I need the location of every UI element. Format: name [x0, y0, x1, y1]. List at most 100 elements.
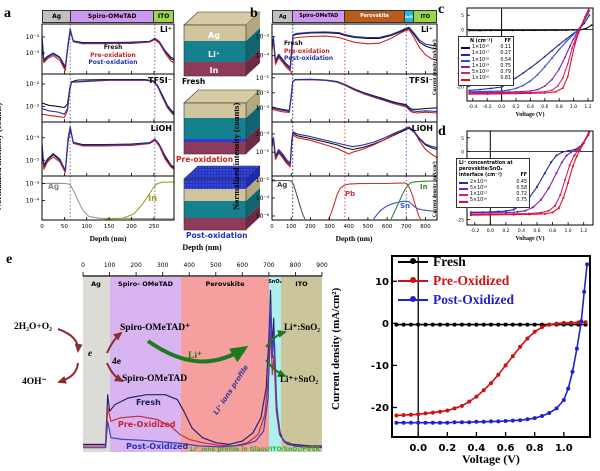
- legend-pre-oxidized: Pre-Oxidized: [433, 272, 510, 288]
- legend-conc: 1×10¹⁷: [470, 192, 488, 198]
- svg-text:10⁻³: 10⁻³: [256, 34, 270, 41]
- legend-ff: 0.75: [500, 63, 511, 69]
- sno2-band-label: SnO₂: [268, 279, 282, 285]
- spiro-text: Spiro-OMeTAD: [122, 374, 188, 384]
- panel-a-tfsi-label: TFSI⁻: [148, 76, 172, 85]
- svg-text:0.8: 0.8: [556, 104, 563, 110]
- panel-c-xlabel: Voltage (V): [515, 112, 545, 118]
- series-swatch: [461, 72, 470, 75]
- post-oxidation-device-schematic: [183, 165, 261, 231]
- svg-text:1.2: 1.2: [584, 104, 591, 110]
- panel-d-ylabel: Current density (mA/cm²): [433, 161, 438, 217]
- svg-text:0.4: 0.4: [468, 443, 486, 454]
- series-swatch: [461, 53, 470, 56]
- panel-b-layer-bar: Ag Spiro-OMeTAD Perovskite SnO₂ ITO: [272, 10, 437, 23]
- pre-oxidized-line-glyph: [398, 277, 428, 283]
- panel-a-in-label: In: [148, 194, 158, 204]
- legend-conc: 5×10¹⁶: [470, 198, 488, 204]
- panel-a-li-label: Li⁺: [159, 25, 172, 34]
- panel-b-label: b: [250, 6, 258, 21]
- svg-text:10⁻²: 10⁻²: [256, 177, 270, 184]
- svg-text:10⁻³: 10⁻³: [26, 103, 40, 110]
- svg-text:1.0: 1.0: [555, 443, 573, 454]
- panel-e-label: e: [6, 252, 13, 267]
- series-swatch: [461, 66, 470, 69]
- legend-header-ff: FF: [520, 173, 527, 179]
- legend-pre-oxidation: Pre-oxidation: [90, 51, 136, 59]
- svg-text:0: 0: [270, 224, 274, 230]
- layer-perovskite-bar: Perovskite: [344, 11, 406, 22]
- svg-text:10⁻⁵: 10⁻⁵: [26, 157, 40, 164]
- svg-text:0.0: 0.0: [409, 443, 427, 454]
- svg-text:500: 500: [210, 262, 222, 269]
- ito-band-label: ITO: [295, 280, 308, 288]
- series-swatch: [461, 78, 470, 81]
- svg-text:-20: -20: [457, 85, 464, 91]
- fresh-device-schematic: Ag Li⁺ In: [183, 11, 261, 77]
- svg-text:10⁻³: 10⁻³: [26, 34, 40, 41]
- layer-sno2-bar: SnO₂: [405, 11, 415, 22]
- svg-text:10⁻⁴: 10⁻⁴: [256, 195, 270, 202]
- perovskite-layer-band: [181, 277, 269, 452]
- cube-ag-label: Ag: [208, 31, 220, 40]
- svg-text:10⁻²: 10⁻²: [256, 90, 270, 97]
- series-swatch: [459, 181, 468, 184]
- svg-text:10⁻⁴: 10⁻⁴: [26, 135, 40, 142]
- panel-b-xlabel: Depth (nm): [335, 234, 373, 243]
- legend-title-1: Li⁺ concentration at: [459, 161, 513, 166]
- svg-text:1.0: 1.0: [565, 228, 572, 234]
- panel-b-sn-label: Sn: [400, 202, 411, 210]
- post-oxidized-profile-label: Post-Oxidized: [126, 442, 189, 451]
- svg-text:-0.2: -0.2: [483, 104, 492, 110]
- svg-text:700: 700: [263, 262, 275, 269]
- legend-ff: 0.72: [516, 192, 527, 198]
- layer-ito-bar: ITO: [414, 11, 437, 22]
- pre-oxidation-cube-caption: Pre-oxidation: [176, 155, 234, 164]
- svg-text:200: 200: [126, 224, 137, 230]
- panel-a-li-plot: 10⁻³ 10⁻⁴: [26, 23, 175, 75]
- li-plus-sno2-text: Li⁺+SnO₂: [280, 374, 319, 384]
- panel-a-layer-bar: Ag Spiro-OMeTAD ITO: [42, 10, 174, 23]
- pre-oxidation-device-schematic: [183, 89, 261, 155]
- panel-a-ag-label: Ag: [48, 182, 60, 191]
- fresh-cube-caption: Fresh: [182, 77, 206, 86]
- svg-text:200: 200: [130, 262, 142, 269]
- spiro-band-label: Spiro- OMeTAD: [118, 280, 173, 288]
- panel-c-ylabel: Current density (mA/cm²): [433, 39, 438, 95]
- svg-text:5: 5: [461, 13, 464, 19]
- svg-text:0: 0: [81, 262, 85, 269]
- hydroxide-text: 4OH⁻: [22, 377, 47, 387]
- panel-b-lioh-plot: 10⁻⁴ 10⁻⁵: [256, 121, 438, 177]
- legend-conc: 5×10¹⁸: [470, 185, 488, 191]
- panel-e-depth-axis: 0 100 200 300 400 500 600 700 800 900: [81, 262, 328, 277]
- legend-conc: 2×10¹⁹: [470, 179, 488, 185]
- panel-c-jv-plot: -0.4-0.20.00.20.40.60.81.01.250-5-10-15-…: [457, 7, 594, 110]
- svg-text:0.0: 0.0: [487, 228, 494, 234]
- legend-title-2: perovskite/SnO₂: [459, 167, 503, 173]
- fresh-line-glyph: [398, 258, 428, 264]
- panel-e-caption: Li⁺ ions profile in Glass/ITO/SnO₂/PVSK: [190, 446, 321, 453]
- panel-b-ag-label: Ag: [277, 181, 288, 189]
- legend-title-3: interface (cm⁻³): [459, 173, 502, 179]
- panel-b-tfsi-plot: 10⁻¹ 10⁻² 10⁻³: [256, 73, 438, 123]
- series-swatch: [459, 200, 468, 203]
- legend-post-oxidation: Post-oxidation: [88, 59, 138, 66]
- svg-text:0.2: 0.2: [512, 104, 519, 110]
- perovskite-band-label: Perovskite: [205, 280, 245, 288]
- svg-text:600: 600: [382, 224, 393, 230]
- legend-post-oxidized: Post-Oxidized: [433, 291, 514, 307]
- svg-text:0.2: 0.2: [438, 443, 456, 454]
- legend-conc: 5×10¹⁹: [472, 70, 490, 76]
- panel-e-depth-axis-label: Depth (nm): [182, 243, 222, 252]
- panel-b-in-label: In: [420, 183, 428, 191]
- legend-fresh: Fresh: [103, 44, 123, 51]
- li-ion-text: Li⁺: [188, 351, 202, 361]
- legend-conc: 1×10¹⁸: [472, 57, 490, 63]
- svg-text:10⁻⁵: 10⁻⁵: [256, 149, 270, 156]
- ag-band-label: Ag: [91, 280, 101, 288]
- svg-text:0.8: 0.8: [549, 228, 556, 234]
- series-swatch: [461, 47, 470, 50]
- svg-text:400: 400: [343, 224, 354, 230]
- panel-f-jv-plot: 0.0 0.2 0.4 0.6 0.8 1.0 10 0 -10 -20: [371, 255, 591, 454]
- legend-conc: 1×10¹⁶: [472, 45, 490, 51]
